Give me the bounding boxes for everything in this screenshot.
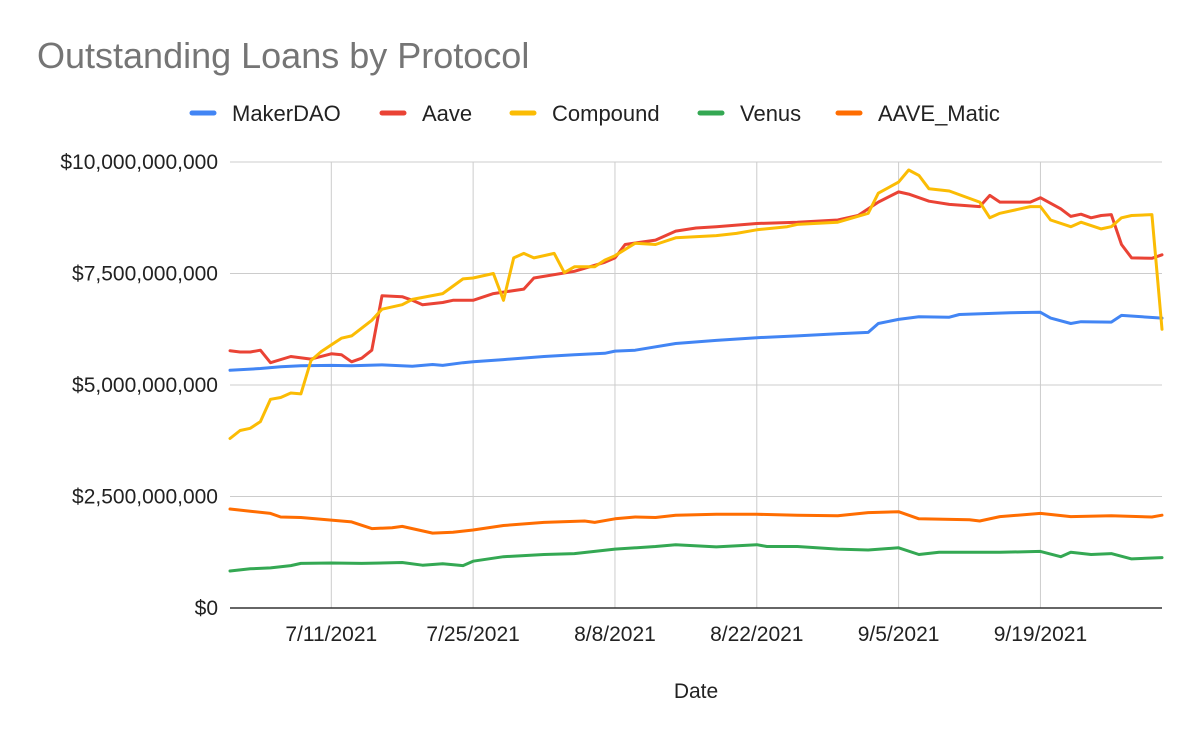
y-tick-label: $2,500,000,000 (72, 486, 218, 509)
series-line-makerdao (228, 310, 1164, 372)
y-tick-label: $5,000,000,000 (72, 374, 218, 397)
series-line-compound (228, 168, 1164, 440)
x-tick-label: 9/19/2021 (994, 623, 1087, 646)
y-tick-label: $0 (195, 597, 218, 620)
legend-label: Compound (552, 101, 660, 126)
x-tick-label: 8/22/2021 (710, 623, 803, 646)
series-lines (228, 168, 1164, 573)
gridlines (230, 161, 1162, 608)
x-tick-label: 7/25/2021 (426, 623, 519, 646)
y-tick-label: $7,500,000,000 (72, 263, 218, 286)
legend-label: Venus (740, 101, 801, 126)
x-axis-ticks: 7/11/2021 7/25/2021 8/8/2021 8/22/2021 9/5/2… (285, 623, 1087, 646)
y-tick-label: $10,000,000,000 (60, 151, 218, 174)
legend-label: MakerDAO (232, 101, 341, 126)
series-line-aave (228, 190, 1164, 365)
legend-label: AAVE_Matic (878, 101, 1000, 126)
series-line-aave-matic (228, 507, 1164, 535)
x-tick-label: 8/8/2021 (574, 623, 656, 646)
y-axis-ticks: $0 $2,500,000,000 $5,000,000,000 $7,500,000… (60, 151, 218, 620)
legend: MakerDAO Aave Compound Venus AAVE_Matic (189, 101, 1000, 126)
x-tick-label: 7/11/2021 (285, 623, 377, 646)
x-tick-label: 9/5/2021 (858, 623, 940, 646)
series-line-venus (228, 543, 1164, 573)
x-axis-label: Date (674, 680, 718, 703)
legend-label: Aave (422, 101, 472, 126)
chart-title: Outstanding Loans by Protocol (37, 35, 529, 76)
